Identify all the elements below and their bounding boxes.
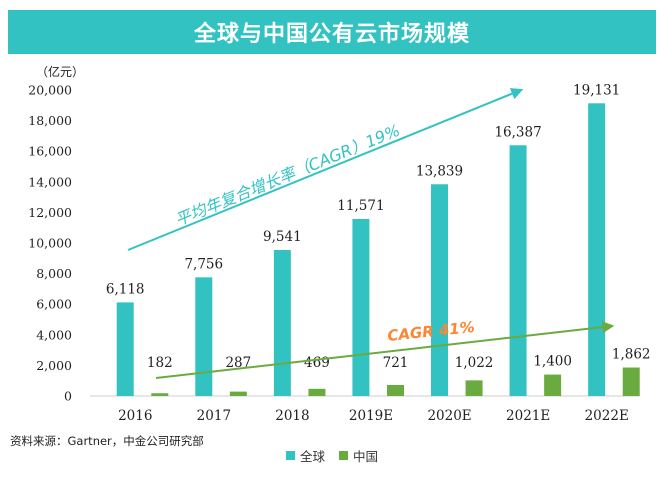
global-cagr-arrow — [127, 88, 524, 251]
y-tick-label: 20,000 — [28, 83, 72, 98]
x-tick-label: 2021E — [506, 408, 550, 424]
y-tick-label: 16,000 — [28, 144, 72, 159]
bar-global — [116, 302, 134, 396]
x-tick-label: 2018 — [275, 408, 309, 424]
data-label-china: 469 — [304, 355, 330, 371]
bar-global — [431, 184, 448, 396]
x-tick-label: 2017 — [197, 408, 231, 424]
data-label-china: 1,400 — [533, 354, 572, 370]
bar-global — [588, 103, 606, 396]
data-label-global: 11,571 — [337, 198, 384, 214]
y-tick-label: 0 — [64, 389, 72, 404]
bar-china — [308, 388, 326, 396]
bar-china — [622, 367, 640, 396]
data-label-global: 19,131 — [573, 82, 620, 98]
y-tick-label: 6,000 — [36, 297, 72, 312]
y-tick-label: 2,000 — [36, 358, 72, 373]
y-tick-label: 8,000 — [36, 266, 72, 281]
data-label-global: 13,839 — [416, 163, 463, 179]
source-note: 资料来源：Gartner，中金公司研究部 — [10, 434, 204, 448]
legend-label-china: 中国 — [353, 449, 379, 464]
bar-china — [387, 384, 404, 396]
data-label-global: 6,118 — [106, 281, 145, 297]
bar-china — [229, 391, 247, 396]
data-label-china: 1,022 — [455, 355, 494, 371]
china-cagr-arrow — [155, 321, 615, 379]
legend-label-global: 全球 — [300, 449, 326, 464]
data-label-global: 7,756 — [184, 256, 223, 272]
legend-item-china: 中国 — [339, 446, 378, 465]
data-label-global: 16,387 — [494, 124, 541, 140]
y-tick-label: 4,000 — [36, 327, 72, 342]
x-tick-label: 2019E — [349, 408, 393, 424]
y-tick-label: 14,000 — [28, 174, 72, 189]
data-label-china: 182 — [147, 355, 173, 371]
bar-china — [544, 374, 562, 396]
chart-title: 全球与中国公有云市场规模 — [8, 10, 656, 54]
bar-china — [151, 393, 169, 396]
bar-global — [509, 145, 527, 396]
bar-global — [195, 277, 213, 396]
y-tick-label: 18,000 — [28, 113, 72, 128]
y-axis-unit-label: （亿元） — [36, 64, 84, 79]
x-tick-label: 2020E — [427, 408, 471, 424]
bar-global — [273, 250, 291, 396]
legend-swatch-global — [286, 451, 295, 460]
bar-china — [465, 380, 483, 396]
x-tick-label: 2022E — [585, 408, 629, 424]
y-tick-label: 10,000 — [28, 236, 72, 251]
legend: 全球 中国 — [286, 446, 392, 465]
bar-global — [352, 218, 370, 396]
x-tick-label: 2016 — [118, 408, 152, 424]
data-label-global: 9,541 — [263, 229, 302, 245]
y-tick-label: 12,000 — [28, 205, 72, 220]
legend-item-global: 全球 — [286, 446, 325, 465]
legend-swatch-china — [339, 451, 349, 460]
data-label-china: 1,862 — [612, 347, 651, 363]
data-label-china: 721 — [383, 355, 409, 371]
